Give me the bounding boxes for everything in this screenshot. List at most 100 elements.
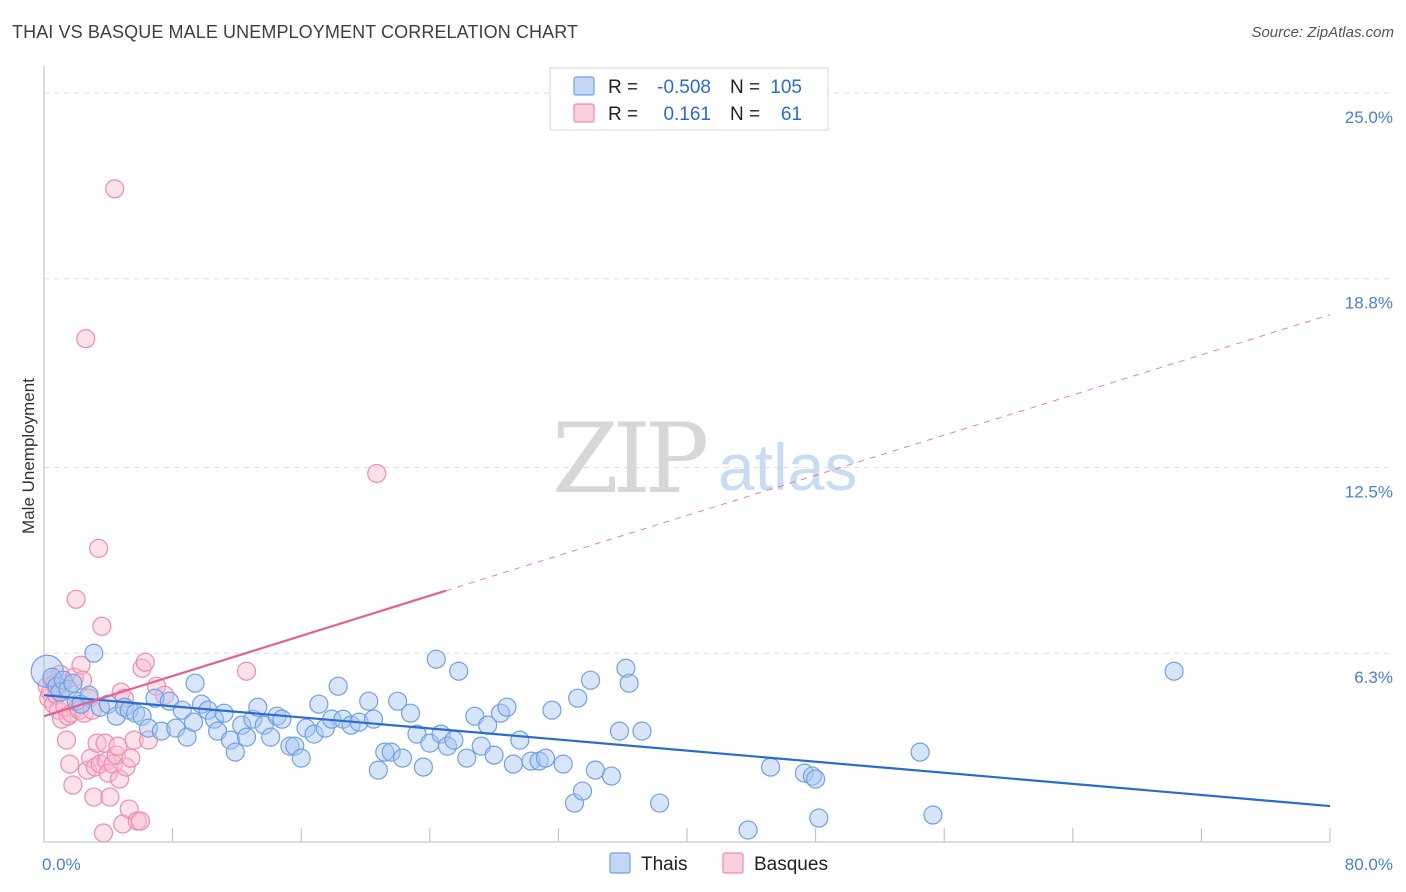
thais-point [375, 742, 395, 762]
legend-box [549, 67, 829, 131]
thais-point [650, 793, 670, 813]
thais-point [609, 721, 630, 741]
thais-point [400, 703, 421, 723]
basques-point [56, 730, 77, 750]
legend-swatch-basques [573, 103, 595, 123]
basques-point [93, 823, 114, 843]
basques-point [109, 769, 130, 789]
thais-point [214, 703, 234, 723]
basques-point [130, 811, 151, 831]
basques-point [66, 589, 86, 609]
legend-r-value-thais: -0.508 [657, 77, 711, 98]
basques-point [116, 757, 136, 777]
thais-point [368, 760, 388, 780]
thais-point [521, 751, 541, 771]
thais-point [328, 676, 348, 696]
thais-point [42, 667, 62, 687]
thais-point [272, 709, 292, 729]
legend-n-label-thais: N = [730, 77, 760, 98]
thais-point [601, 766, 622, 786]
thais-point [392, 748, 413, 768]
thais-point [145, 688, 165, 708]
legend-r-label-thais: R = [608, 77, 638, 98]
basques-point [92, 616, 112, 636]
thais-point [285, 736, 305, 756]
basques-points [37, 179, 387, 843]
x-tick-label-max: 80.0% [1345, 855, 1393, 874]
basques-point [236, 661, 257, 681]
basques-point [84, 787, 104, 807]
basques-point [135, 652, 155, 672]
thais-point [291, 748, 311, 768]
thais-point [225, 742, 245, 762]
thais-point [232, 715, 252, 735]
y-tick-label-3: 25.0% [1345, 108, 1393, 127]
thais-point [183, 712, 204, 732]
basques-point [87, 733, 107, 753]
thais-point [616, 658, 636, 678]
thais-point [63, 673, 83, 693]
thais-point [805, 769, 826, 789]
thais-point [802, 766, 822, 786]
thais-point [309, 694, 329, 714]
x-tick-label-min: 0.0% [42, 855, 81, 874]
basques-point [100, 787, 120, 807]
basques-point [98, 763, 118, 783]
thais-point [457, 748, 477, 768]
trend-lines [43, 314, 1331, 808]
thais-point [809, 808, 829, 828]
thais-point [151, 721, 171, 741]
thais-points [30, 643, 1184, 840]
thais-point [510, 730, 530, 750]
gridlines [44, 92, 1392, 654]
thais-point [381, 742, 401, 762]
y-tick-label-1: 12.5% [1345, 482, 1393, 501]
thais-point [923, 805, 943, 825]
thais-point [304, 724, 324, 744]
basques-point [124, 730, 144, 750]
thais-point [363, 709, 384, 729]
thais-point [444, 730, 464, 750]
basques-point [71, 655, 91, 675]
watermark-zip: ZIP [552, 403, 707, 515]
legend-r-value-basques: 0.161 [663, 104, 711, 125]
thais-point [261, 727, 281, 747]
correlation-legend: R = -0.508 N = 105 R = 0.161 N = 61 [549, 67, 829, 131]
legend-n-label-basques: N = [730, 104, 760, 125]
basques-point [367, 463, 387, 484]
thais-point [359, 691, 379, 711]
y-axis-label: Male Unemployment [19, 378, 38, 534]
thais-point [413, 757, 433, 777]
chart-title: THAI VS BASQUE MALE UNEMPLOYMENT CORRELA… [12, 22, 579, 42]
thais-point [619, 673, 639, 693]
thais-point [760, 757, 781, 777]
thais-point [220, 730, 241, 750]
thais-point [738, 820, 758, 840]
legend-swatch-thais [573, 76, 595, 96]
axes [43, 66, 1331, 843]
thais-trend-line [43, 694, 1331, 808]
basques-point [63, 775, 83, 795]
thais-point [484, 745, 504, 765]
thais-point [1164, 661, 1184, 681]
thais-point [542, 700, 562, 720]
basques-trend-line-extension [445, 314, 1331, 592]
source-label: Source: ZipAtlas.com [1251, 24, 1394, 41]
basques-point [60, 754, 80, 774]
thais-point [280, 736, 300, 756]
thais-point [585, 760, 605, 780]
basques-point [105, 179, 125, 199]
bottom-legend-swatch-basques [722, 852, 744, 874]
bottom-legend-swatch-thais [609, 852, 631, 874]
basques-trend-line [43, 589, 447, 718]
thais-point [910, 742, 930, 762]
thais-point [236, 727, 257, 747]
thais-point [84, 643, 104, 663]
thais-point [632, 721, 652, 741]
thais-point [388, 691, 408, 711]
y-tick-label-2: 18.8% [1345, 294, 1393, 313]
basques-point [121, 748, 141, 768]
thais-point [449, 661, 469, 681]
thais-point [426, 649, 446, 669]
